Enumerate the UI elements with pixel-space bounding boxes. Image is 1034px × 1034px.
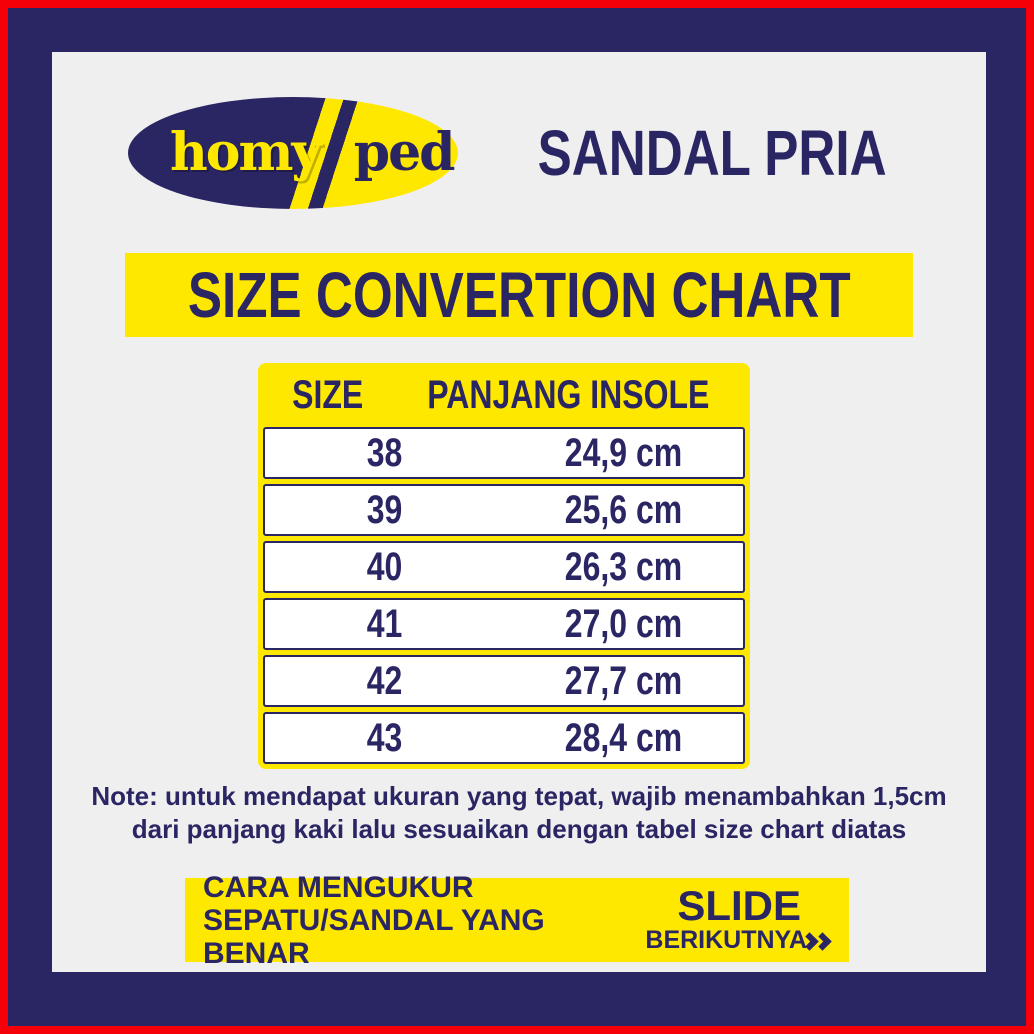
size-value: 43 [366, 716, 403, 760]
insole-value: 28,4 cm [564, 716, 683, 760]
insole-value: 24,9 cm [564, 431, 683, 475]
size-chart-banner: SIZE CONVERTION CHART [125, 253, 913, 337]
insole-value: 27,0 cm [564, 602, 683, 646]
next-label: BERIKUTNYA [645, 925, 807, 954]
size-value: 38 [366, 431, 403, 475]
homyped-logo: homy ped [128, 97, 458, 209]
size-value: 40 [366, 545, 403, 589]
size-chart-table: SIZE PANJANG INSOLE 38 24,9 cm 39 25,6 c… [258, 363, 750, 769]
navy-frame: homy ped SANDAL PRIA SIZE CONVERTION CHA… [8, 8, 1026, 1026]
table-header-row: SIZE PANJANG INSOLE [263, 368, 745, 422]
table-row: 43 28,4 cm [263, 712, 745, 764]
slide-label: SLIDE [677, 881, 802, 929]
table-row: 42 27,7 cm [263, 655, 745, 707]
content-area: homy ped SANDAL PRIA SIZE CONVERTION CHA… [52, 52, 986, 972]
column-header-insole: PANJANG INSOLE [427, 373, 710, 417]
size-value: 42 [366, 659, 403, 703]
insole-value: 25,6 cm [564, 488, 683, 532]
measurement-note: Note: untuk mendapat ukuran yang tepat, … [52, 780, 986, 846]
product-category-title: SANDAL PRIA [537, 117, 887, 189]
table-row: 38 24,9 cm [263, 427, 745, 479]
double-chevron-right-icon [813, 931, 832, 951]
note-line-2: dari panjang kaki lalu sesuaikan dengan … [131, 814, 907, 844]
size-value: 41 [366, 602, 403, 646]
size-chart-banner-label: SIZE CONVERTION CHART [187, 259, 851, 331]
note-line-1: Note: untuk mendapat ukuran yang tepat, … [91, 781, 947, 811]
next-slide-banner[interactable]: CARA MENGUKUR SEPATU/SANDAL YANG BENAR S… [185, 871, 849, 970]
insole-value: 27,7 cm [564, 659, 683, 703]
table-row: 39 25,6 cm [263, 484, 745, 536]
insole-value: 26,3 cm [564, 545, 683, 589]
table-row: 41 27,0 cm [263, 598, 745, 650]
slide-next-cta[interactable]: SLIDE BERIKUTNYA [645, 881, 833, 955]
footer-caption: CARA MENGUKUR SEPATU/SANDAL YANG BENAR [203, 871, 645, 970]
column-header-size: SIZE [292, 373, 364, 417]
logo-text-homy: homy [170, 122, 322, 183]
logo-text-ped: ped [353, 122, 456, 183]
footer-caption-line-2: SEPATU/SANDAL YANG BENAR [203, 903, 545, 970]
size-value: 39 [366, 488, 403, 532]
table-row: 40 26,3 cm [263, 541, 745, 593]
footer-caption-line-1: CARA MENGUKUR [203, 870, 474, 904]
